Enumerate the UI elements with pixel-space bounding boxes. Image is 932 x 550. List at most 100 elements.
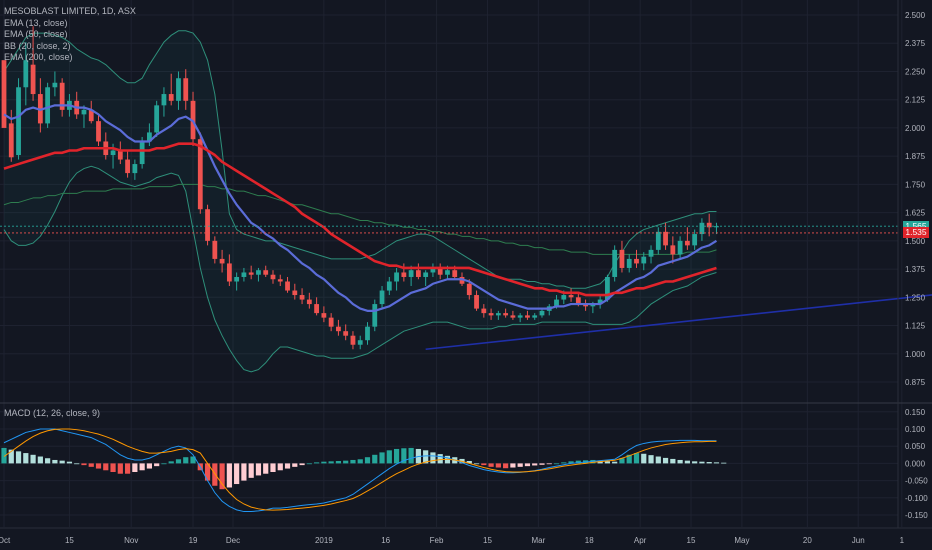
candle-body [81, 109, 87, 115]
macd-histogram-bar [546, 463, 552, 465]
macd-histogram-bar [466, 460, 472, 464]
y-tick-label: 1.000 [905, 350, 926, 359]
candle-body [125, 159, 130, 174]
candle-body [655, 231, 661, 250]
candle-body [154, 105, 160, 133]
candle-body [612, 249, 618, 277]
candle-body [212, 240, 218, 259]
candle-body [706, 222, 712, 228]
x-tick-label: Jun [852, 536, 865, 545]
candle-body [583, 304, 588, 307]
macd-histogram-bar [677, 459, 683, 464]
macd-histogram-bar [350, 459, 356, 464]
x-tick-label: 15 [65, 536, 74, 545]
macd-histogram-bar [662, 457, 669, 464]
candle-body [16, 87, 21, 156]
candle-body [437, 267, 443, 275]
macd-histogram-bar [183, 457, 189, 464]
candle-body [205, 209, 210, 241]
macd-histogram-bar [488, 463, 494, 467]
candle-body [270, 274, 276, 280]
candle-body [554, 299, 559, 307]
macd-histogram-bar [408, 447, 414, 464]
macd-histogram-bar [204, 463, 211, 481]
candle-body [292, 290, 298, 296]
macd-histogram-bar [561, 462, 567, 464]
y-tick-label: 2.250 [905, 67, 926, 76]
y-tick-label: 1.500 [905, 237, 926, 246]
y-tick-label: 1.625 [905, 209, 926, 218]
macd-y-tick-label: 0.050 [905, 442, 926, 451]
macd-histogram-bar [321, 461, 327, 464]
y-tick-label: 1.125 [905, 322, 926, 331]
candle-body [394, 272, 399, 282]
macd-y-tick-label: 0.100 [905, 425, 926, 434]
candle-body [306, 299, 312, 305]
macd-histogram-bar [568, 461, 574, 464]
macd-histogram-bar [372, 454, 378, 464]
candle-body [197, 139, 203, 210]
x-tick-label: 1 [900, 536, 905, 545]
macd-histogram-bar [284, 463, 291, 469]
candle-body [343, 331, 349, 336]
ema200-legend[interactable]: EMA (200, close) [4, 52, 73, 63]
macd-histogram-bar [146, 463, 152, 469]
ema13-line [3, 104, 718, 312]
candle-body [8, 123, 14, 158]
ema50-legend[interactable]: EMA (50, close) [4, 29, 68, 40]
macd-histogram-bar [364, 457, 371, 464]
macd-histogram-bar [81, 463, 87, 466]
bollinger-band-fill [4, 30, 717, 372]
macd-y-tick-label: -0.050 [905, 477, 928, 486]
macd-histogram-bar [517, 463, 523, 467]
macd-histogram-bar [641, 453, 647, 464]
y-tick-label: 1.375 [905, 265, 926, 274]
macd-histogram-bar [553, 463, 560, 465]
macd-histogram-bar [270, 463, 276, 472]
bb-legend[interactable]: BB (20, close, 2) [4, 40, 71, 51]
candle-body [466, 283, 472, 296]
macd-histogram-bar [132, 463, 138, 472]
macd-y-tick-label: -0.100 [905, 494, 928, 503]
macd-histogram-bar [226, 463, 232, 488]
macd-histogram-bar [692, 461, 698, 464]
candle-body [117, 150, 123, 160]
macd-histogram-bar [299, 463, 305, 466]
candle-body [626, 258, 632, 268]
macd-histogram-bar [117, 463, 123, 474]
candle-body [648, 249, 654, 257]
macd-histogram-bar [379, 452, 385, 464]
macd-histogram-bar [524, 463, 531, 467]
candle-body [488, 313, 494, 316]
candle-body [168, 94, 174, 101]
candle-body [219, 258, 225, 264]
candle-body [256, 270, 261, 275]
candle-body [510, 315, 516, 318]
ema13-legend[interactable]: EMA (13, close) [4, 17, 68, 28]
x-tick-label: 20 [803, 536, 812, 545]
y-tick-label: 1.875 [905, 152, 926, 161]
macd-histogram-bar [393, 448, 400, 464]
candle-body [474, 295, 479, 309]
ema-price-label: 1.535 [903, 227, 929, 239]
macd-histogram-bar [706, 462, 712, 464]
macd-legend[interactable]: MACD (12, 26, close, 9) [4, 408, 101, 418]
macd-y-tick-label: 0.000 [905, 459, 926, 468]
macd-histogram-bar [8, 449, 14, 464]
candle-body [714, 226, 719, 228]
macd-histogram-bar [314, 462, 320, 464]
candle-body [96, 121, 101, 142]
ema200-line [3, 183, 717, 255]
candle-body [277, 279, 283, 282]
candle-body [532, 315, 538, 318]
candle-body [503, 313, 509, 316]
y-tick-label: 2.125 [905, 96, 926, 105]
macd-histogram-bar [401, 448, 407, 464]
candle-body [430, 267, 436, 273]
macd-histogram-bar [161, 463, 167, 465]
macd-histogram-bar [124, 463, 131, 474]
macd-histogram-bar [15, 451, 22, 464]
candle-body [88, 109, 94, 122]
